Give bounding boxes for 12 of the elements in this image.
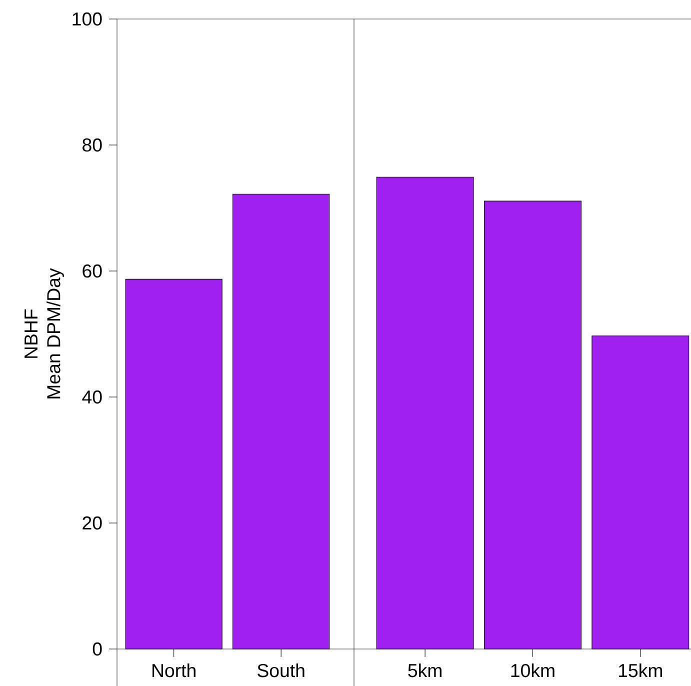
x-tick-label: 15km [619,663,662,678]
x-tick-label: 5km [408,663,442,678]
y-tick-label: 80 [82,138,102,152]
y-tick-label: 0 [92,642,102,656]
x-tick-label: 10km [511,663,554,678]
x-tick-label: South [258,663,304,678]
y-tick-label: 20 [82,516,102,530]
y-tick-label: 40 [82,390,102,404]
x-tick-label: North [152,663,196,678]
y-axis-title: NBHF Mean DPM/Day [24,268,64,398]
y-tick-label: 60 [82,264,102,278]
y-tick-label: 100 [72,12,102,26]
